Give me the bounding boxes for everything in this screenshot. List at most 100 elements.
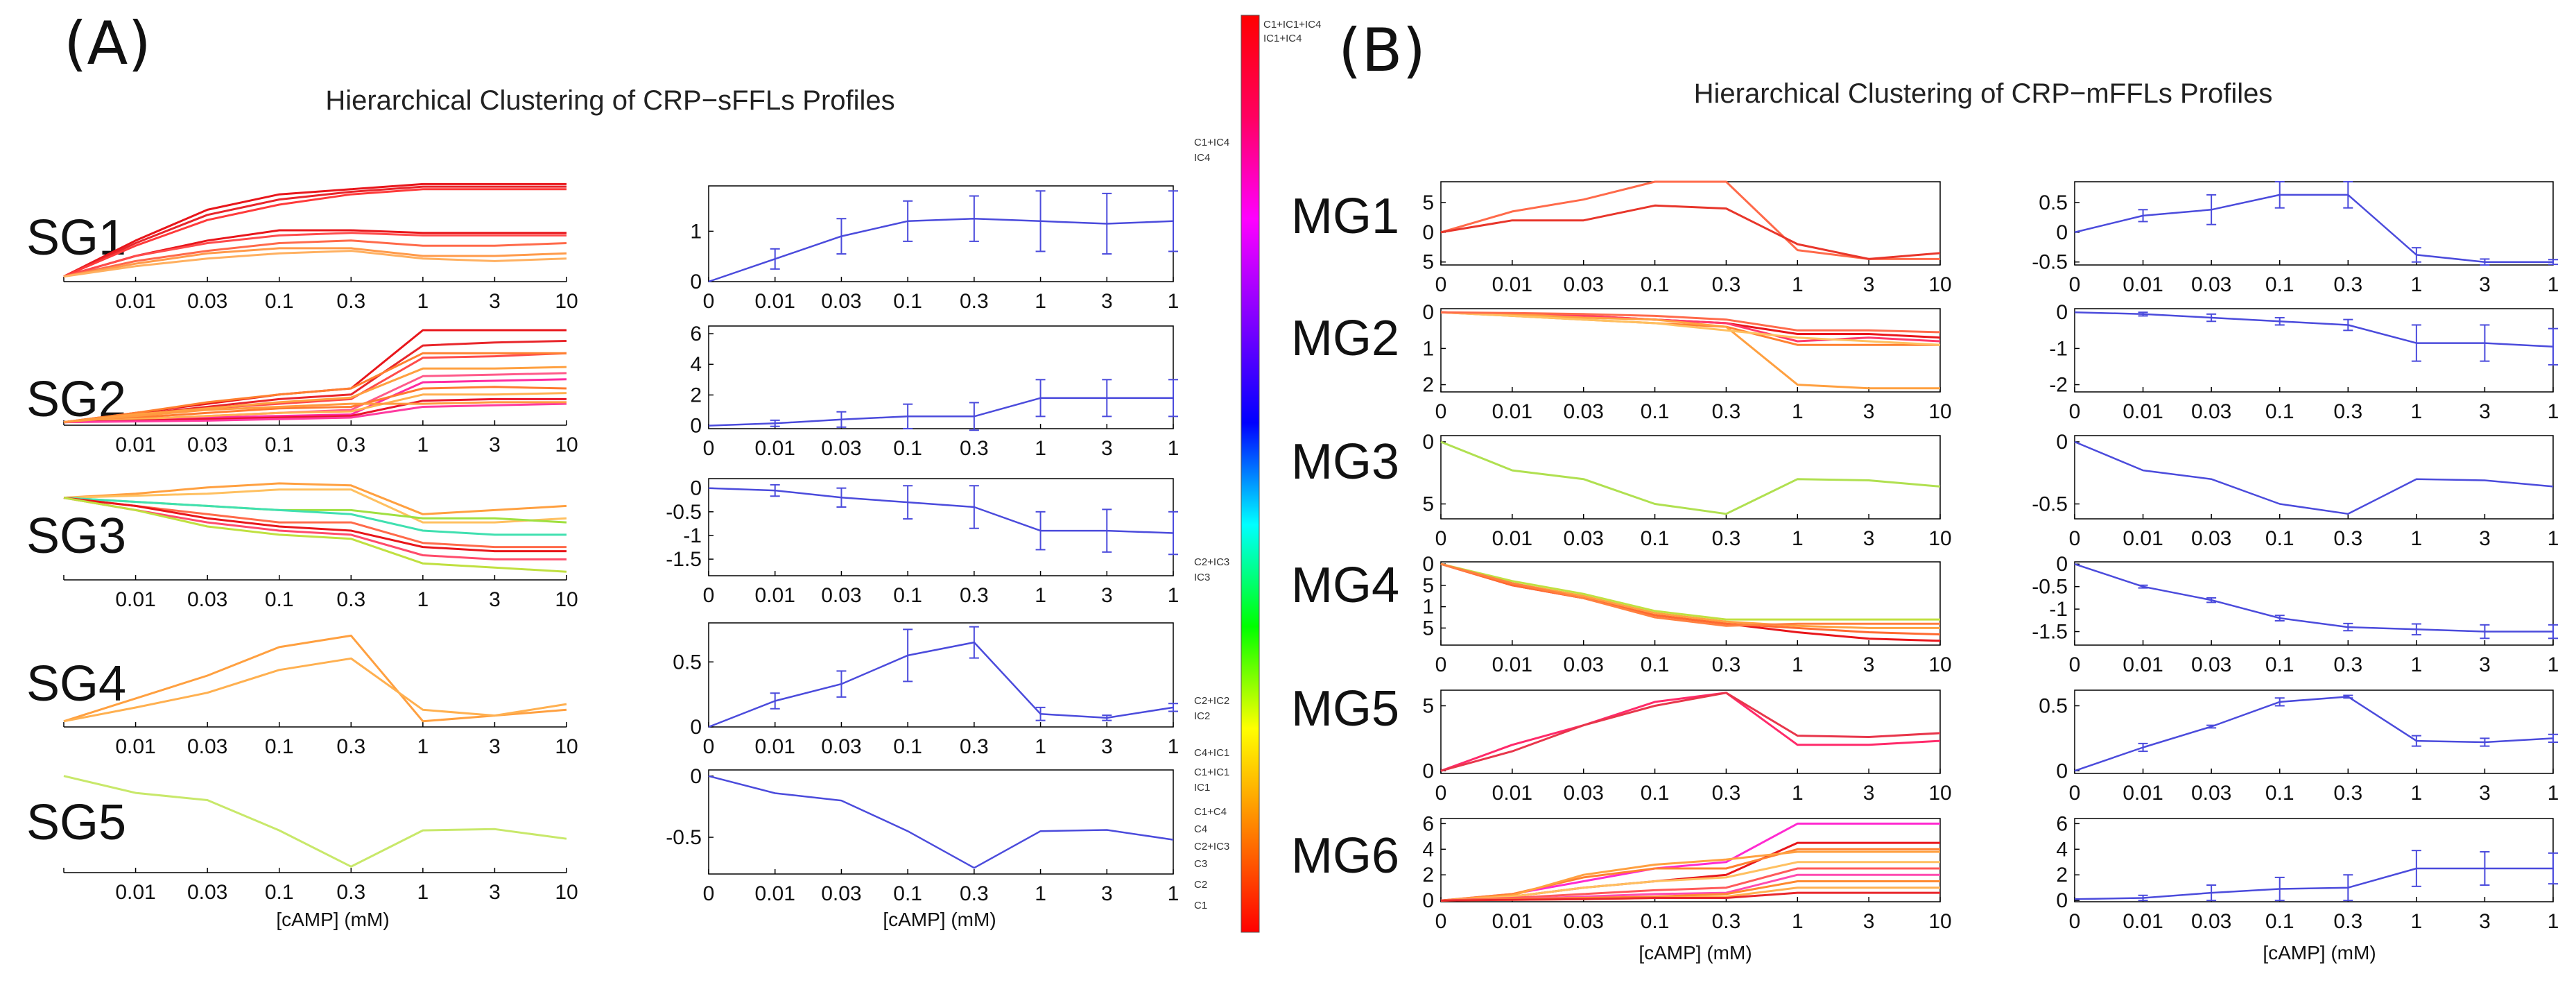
y-tick-label: 0.5: [2039, 695, 2068, 718]
x-tick-label: 0.01: [2123, 653, 2163, 676]
x-tick-label: 0.03: [187, 735, 227, 758]
x-tick-label: 0.3: [2333, 653, 2362, 676]
x-tick-label: 0: [1435, 910, 1447, 933]
colorbar-label: IC2: [1194, 710, 1210, 722]
y-tick-label: 4: [1422, 838, 1434, 861]
x-tick-label: 0.3: [336, 588, 365, 611]
x-tick-label: 1: [2411, 273, 2423, 296]
series-line: [2074, 563, 2553, 633]
colorbar-label: C1+IC1: [1194, 766, 1229, 778]
x-tick-label: 0.01: [2123, 400, 2163, 423]
x-tick-label: 0.01: [755, 882, 795, 905]
series-line: [1440, 692, 1941, 772]
series-line: [708, 217, 1174, 283]
x-tick-label: 0: [2069, 400, 2081, 423]
x-tick-label: 0.03: [187, 290, 227, 313]
axes-frame: [2074, 435, 2554, 520]
x-tick-label: 1: [1792, 653, 1804, 676]
colorbar-label: C1: [1194, 900, 1207, 911]
x-tick-label: 3: [2479, 400, 2491, 423]
x-tick-label: 0.1: [893, 882, 922, 905]
x-tick-label: 0: [703, 882, 715, 905]
x-tick-label: 10: [1928, 910, 1951, 933]
x-tick-label: 0: [1435, 653, 1447, 676]
y-tick-label: 1: [1422, 596, 1434, 619]
x-tick-label: 0.1: [893, 735, 922, 758]
x-tick-label: 1: [2548, 527, 2559, 550]
series-line: [63, 185, 567, 277]
x-tick-label: 0.01: [755, 437, 795, 460]
colorbar-label: IC1+IC4: [1263, 33, 1302, 44]
x-tick-label: 0.1: [1641, 400, 1670, 423]
chart-sg2-mean: 0 0.01 0.03 0.1 0.3 1 3 1 0 2 4 6: [690, 323, 1179, 460]
x-tick-label: 0.3: [1712, 273, 1741, 296]
x-tick-label: 1: [2548, 653, 2559, 676]
series-line: [63, 497, 567, 536]
colorbar-label: C4: [1194, 823, 1207, 835]
x-tick-label: 0.1: [1641, 527, 1670, 550]
x-tick-label: 0: [703, 735, 715, 758]
x-tick-label: 0.03: [1564, 910, 1604, 933]
group-label-sg4: SG4: [26, 656, 126, 712]
x-tick-label: 1: [1035, 290, 1046, 313]
y-tick-label: 0: [2056, 431, 2068, 454]
series-line: [1440, 311, 1941, 334]
x-tick-label: 0.03: [821, 437, 861, 460]
series-line: [63, 401, 567, 424]
y-tick-label: -0.5: [2032, 251, 2068, 274]
chart-sg3: 0.01 0.03 0.1 0.3 1 3 10: [63, 482, 578, 611]
chart-sg5-mean: 0 0.01 0.03 0.1 0.3 1 3 1 0 -0.5: [666, 765, 1179, 905]
colorbar-label: C1+IC4: [1194, 137, 1229, 148]
x-tick-label: 0.1: [1641, 653, 1670, 676]
axes-frame: [708, 769, 1174, 875]
x-tick-label: 0.01: [115, 881, 155, 904]
x-tick-label: 1: [1792, 910, 1804, 933]
xlabel-a-right: [cAMP] (mM): [883, 909, 996, 930]
x-tick-label: 0.3: [2333, 782, 2362, 805]
y-tick-label: -1: [2049, 598, 2068, 621]
x-tick-label: 0.03: [2191, 910, 2231, 933]
chart-mg2-mean: 0 0.01 0.03 0.1 0.3 1 3 1 0 -1 -2: [2049, 301, 2559, 423]
xlabel-b-left: [cAMP] (mM): [1639, 942, 1752, 963]
x-tick-label: 3: [2479, 910, 2491, 933]
series-line: [63, 402, 567, 424]
series-line: [1440, 563, 1940, 627]
x-tick-label: 0.1: [1641, 910, 1670, 933]
y-tick-label: 0: [690, 271, 702, 293]
series-line: [1440, 440, 1941, 515]
x-tick-label: 1: [1792, 400, 1804, 423]
x-tick-label: 3: [1101, 735, 1113, 758]
x-tick-label: 1: [417, 881, 429, 904]
x-tick-label: 0.1: [265, 588, 294, 611]
series-line: [63, 239, 567, 278]
x-tick-label: 1: [2411, 910, 2423, 933]
x-tick-label: 0.01: [115, 735, 155, 758]
series-line: [63, 366, 567, 424]
colorbar-label: IC3: [1194, 572, 1210, 583]
y-tick-label: 0: [690, 716, 702, 739]
x-tick-label: 0.3: [336, 434, 365, 456]
x-tick-label: 0.01: [2123, 273, 2163, 296]
x-tick-label: 0.3: [336, 735, 365, 758]
x-tick-label: 0.03: [2191, 782, 2231, 805]
axes-frame: [708, 478, 1174, 576]
colorbar-label: C2+IC3: [1194, 841, 1229, 852]
x-tick-label: 0: [2069, 910, 2081, 933]
x-tick-label: 10: [1928, 273, 1951, 296]
series-line: [1440, 692, 1941, 772]
series-line: [1440, 563, 1941, 636]
x-tick-label: 0.3: [2333, 527, 2362, 550]
x-tick-label: 0.3: [960, 584, 989, 607]
x-tick-label: 0.01: [755, 290, 795, 313]
y-tick-label: 6: [690, 323, 702, 345]
y-tick-label: 0.5: [673, 651, 702, 674]
chart-mg6: 0 0.01 0.03 0.1 0.3 1 3 10 0 2 4 6: [1422, 812, 1951, 933]
x-tick-label: 0.3: [2333, 910, 2362, 933]
x-tick-label: 0.03: [1564, 653, 1604, 676]
y-tick-label: 0: [2056, 553, 2068, 576]
chart-mg5: 0 0.01 0.03 0.1 0.3 1 3 10 5 0: [1422, 689, 1952, 805]
series-line: [1440, 563, 1940, 621]
x-tick-label: 0.1: [1641, 273, 1670, 296]
x-tick-label: 0.1: [2265, 400, 2294, 423]
x-tick-label: 3: [489, 290, 501, 313]
